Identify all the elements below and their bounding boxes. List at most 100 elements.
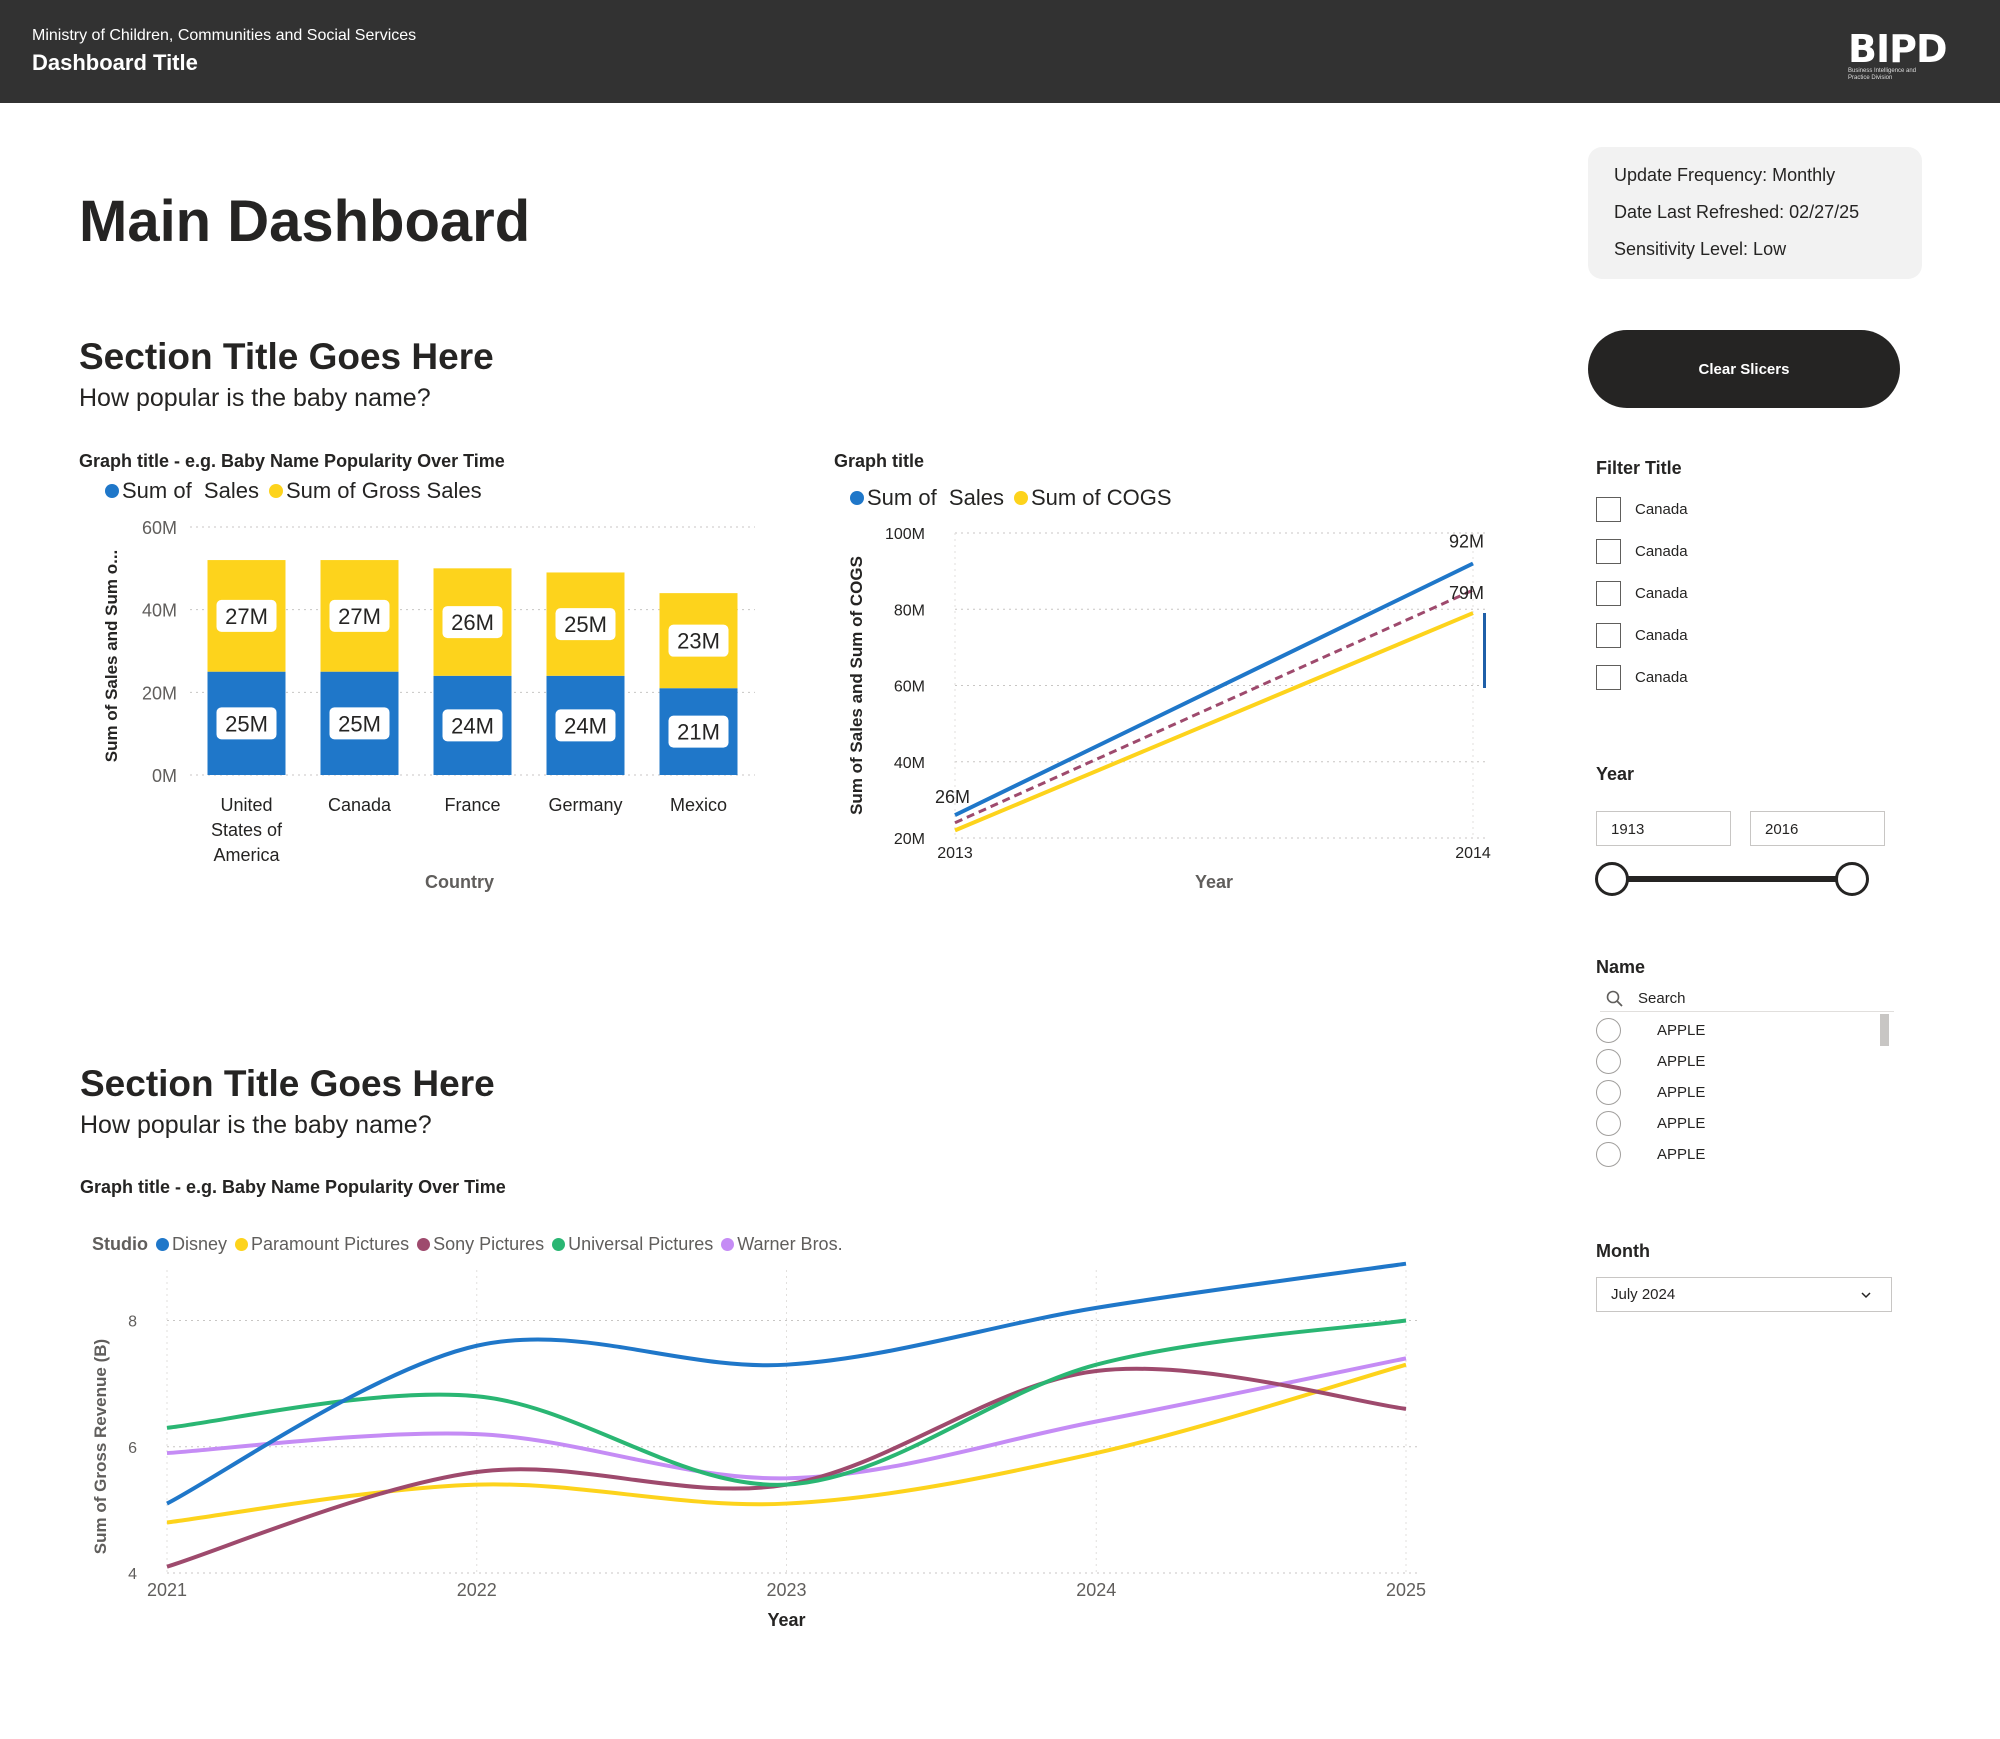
legend-item[interactable]: Warner Bros. — [721, 1234, 843, 1255]
checkbox-label: Canada — [1635, 500, 1688, 518]
legend-dot — [417, 1238, 431, 1251]
scroll-indicator — [1483, 613, 1486, 688]
legend-label: Sum of COGS — [1030, 485, 1172, 510]
data-label: 23M — [677, 629, 720, 654]
filter-checkbox-item[interactable]: Canada — [1596, 496, 1688, 522]
x-tick-label: 2022 — [457, 1580, 497, 1600]
month-dropdown[interactable]: July 2024 — [1596, 1277, 1892, 1312]
year-slider-start-handle[interactable] — [1595, 862, 1629, 896]
x-tick-label: Germany — [548, 795, 622, 815]
legend-dot — [1013, 491, 1028, 505]
data-label-bg — [329, 599, 390, 632]
checkbox[interactable] — [1596, 622, 1621, 648]
y-tick-label: 4 — [128, 1566, 137, 1583]
y-tick-label: 0M — [152, 766, 177, 786]
legend-item[interactable]: Sum of Sales — [105, 478, 259, 504]
studio-line-chart: 4 6 8 2021 2022 2023 2024 2025 Year Sum of Gross … — [91, 1261, 1426, 1630]
name-list-item[interactable]: APPLE — [1596, 1079, 1705, 1105]
radio-button[interactable] — [1596, 1110, 1621, 1136]
name-list-item[interactable]: APPLE — [1596, 1017, 1705, 1043]
legend-dot — [721, 1238, 735, 1251]
radio-button[interactable] — [1596, 1017, 1621, 1043]
x-axis-title: Country — [425, 872, 494, 892]
x-tick-label: United — [220, 795, 272, 815]
y-tick-label: 60M — [142, 518, 177, 538]
x-tick-label: 2014 — [1455, 845, 1491, 862]
data-label: 79M — [1449, 583, 1484, 603]
name-item-label: APPLE — [1657, 1145, 1706, 1163]
data-label: 24M — [564, 713, 607, 738]
search-placeholder: Search — [1638, 990, 1686, 1007]
x-tick-label: 2021 — [147, 1580, 187, 1600]
y-axis-title: Sum of Sales and Sum of COGS — [847, 556, 866, 815]
year-from-input[interactable]: 1913 — [1596, 811, 1731, 846]
name-list-scrollbar[interactable] — [1880, 1014, 1889, 1046]
legend-item[interactable]: Paramount Pictures — [235, 1234, 409, 1255]
x-tick-label: 2025 — [1386, 1580, 1426, 1600]
data-label: 25M — [225, 711, 268, 736]
legend-dot — [552, 1238, 566, 1251]
data-label-bg — [216, 707, 277, 740]
y-tick-label: 60M — [894, 679, 925, 696]
data-label-bg — [442, 606, 503, 639]
name-list-item[interactable]: APPLE — [1596, 1110, 1705, 1136]
data-label-bg — [329, 707, 390, 740]
checkbox[interactable] — [1596, 496, 1621, 522]
legend-item[interactable]: Disney — [156, 1234, 227, 1255]
filter-checkbox-item[interactable]: Canada — [1596, 580, 1688, 606]
sensitivity-level: Sensitivity Level: Low — [1614, 239, 1787, 259]
chart-3-legend: Studio Disney Paramount Pictures Sony Pictu… — [92, 1234, 851, 1255]
legend-title: Studio — [92, 1234, 148, 1254]
x-tick-label: Canada — [328, 795, 392, 815]
y-axis-title: Sum of Gross Revenue (B) — [91, 1339, 110, 1554]
y-tick-label: 40M — [142, 601, 177, 621]
y-tick-label: 8 — [128, 1314, 137, 1331]
name-list-item[interactable]: APPLE — [1596, 1048, 1705, 1074]
date-refreshed: Date Last Refreshed: 02/27/25 — [1614, 202, 1860, 222]
radio-button[interactable] — [1596, 1079, 1621, 1105]
section-1-title: Section Title Goes Here — [79, 336, 494, 377]
name-item-label: APPLE — [1657, 1052, 1706, 1070]
section-1-subtitle: How popular is the baby name? — [79, 384, 431, 412]
series-line — [166, 1356, 1407, 1481]
legend-dot — [268, 484, 283, 498]
x-axis-title: Year — [1195, 872, 1233, 892]
checkbox-label: Canada — [1635, 668, 1688, 686]
radio-button[interactable] — [1596, 1141, 1621, 1167]
x-tick-label: America — [213, 845, 280, 865]
section-2-title: Section Title Goes Here — [80, 1063, 495, 1104]
checkbox[interactable] — [1596, 580, 1621, 606]
legend-item[interactable]: Sony Pictures — [417, 1234, 544, 1255]
data-label-bg — [555, 709, 616, 742]
legend-item[interactable]: Sum of Sales — [850, 485, 1004, 511]
year-slider-end-handle[interactable] — [1835, 862, 1869, 896]
filter-checkbox-item[interactable]: Canada — [1596, 622, 1688, 648]
line-chart: 20M 40M 60M 80M 100M 2013 2014 26M 92M 79M Year Sum… — [847, 526, 1491, 892]
y-tick-label: 100M — [885, 526, 925, 543]
checkbox[interactable] — [1596, 538, 1621, 564]
y-tick-label: 80M — [894, 602, 925, 619]
legend-dot — [235, 1238, 249, 1251]
legend-label: Sum of Gross Sales — [285, 478, 482, 503]
section-2-subtitle: How popular is the baby name? — [80, 1111, 432, 1139]
data-label: 27M — [338, 604, 381, 629]
x-tick-label: 2024 — [1076, 1580, 1116, 1600]
year-slider-track[interactable] — [1612, 876, 1852, 882]
clear-slicers-button[interactable]: Clear Slicers — [1588, 330, 1900, 408]
legend-label: Sum of Sales — [122, 478, 259, 503]
info-box: Update Frequency: Monthly Date Last Refr… — [1588, 147, 1922, 279]
checkbox-label: Canada — [1635, 542, 1688, 560]
legend-label: Sum of Sales — [867, 485, 1004, 510]
legend-item[interactable]: Universal Pictures — [552, 1234, 713, 1255]
filter-checkbox-item[interactable]: Canada — [1596, 538, 1688, 564]
name-list-item[interactable]: APPLE — [1596, 1141, 1705, 1167]
legend-item[interactable]: Sum of COGS — [1013, 485, 1172, 511]
radio-button[interactable] — [1596, 1048, 1621, 1074]
name-search[interactable]: Search — [1600, 986, 1894, 1012]
logo-text: BIPD — [1848, 27, 1948, 71]
legend-item[interactable]: Sum of Gross Sales — [268, 478, 482, 504]
filter-checkbox-item[interactable]: Canada — [1596, 664, 1688, 690]
year-to-input[interactable]: 2016 — [1750, 811, 1885, 846]
checkbox[interactable] — [1596, 664, 1621, 690]
